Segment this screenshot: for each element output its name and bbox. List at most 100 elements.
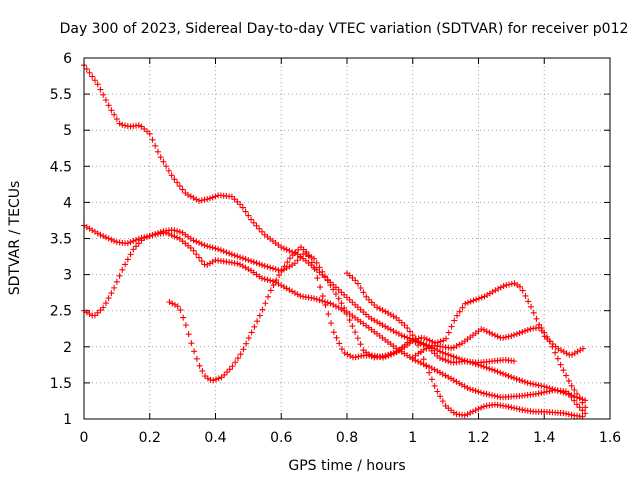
data-point: [577, 347, 584, 354]
data-point: [196, 254, 203, 261]
data-point: [499, 370, 506, 377]
data-point: [426, 363, 433, 370]
data-point: [423, 336, 430, 343]
data-point: [127, 239, 134, 246]
data-point: [398, 332, 405, 339]
data-point: [188, 340, 195, 347]
data-point: [160, 158, 167, 165]
data-point: [475, 388, 482, 395]
data-point: [506, 281, 513, 288]
data-point: [491, 392, 498, 399]
data-point: [417, 340, 424, 347]
data-point: [384, 325, 391, 332]
data-point: [505, 333, 512, 340]
series-sat-d: [166, 244, 586, 384]
data-point: [223, 249, 230, 256]
data-point: [447, 375, 454, 382]
data-point: [437, 354, 444, 361]
data-point: [83, 65, 90, 72]
data-point: [541, 383, 548, 390]
data-point: [478, 389, 485, 396]
data-point: [538, 382, 545, 389]
data-point: [191, 348, 198, 355]
data-point: [349, 323, 356, 330]
data-point: [376, 305, 383, 312]
data-point: [442, 357, 449, 364]
data-point: [579, 345, 586, 352]
data-point: [565, 377, 572, 384]
data-point: [196, 362, 203, 369]
data-point: [242, 264, 249, 271]
data-point: [267, 277, 274, 284]
data-point: [380, 354, 387, 361]
data-point: [317, 284, 324, 291]
data-point: [256, 260, 263, 267]
data-point: [157, 229, 164, 236]
data-point: [264, 263, 271, 270]
data-point: [269, 265, 276, 272]
data-point: [280, 245, 287, 252]
data-point: [294, 257, 301, 264]
data-point: [505, 403, 512, 410]
data-point: [469, 386, 476, 393]
data-point: [311, 295, 318, 302]
data-point: [157, 154, 164, 161]
data-point: [420, 346, 427, 353]
data-point: [176, 228, 183, 235]
data-point: [456, 308, 463, 315]
data-point: [541, 329, 548, 336]
data-point: [417, 359, 424, 366]
data-point: [532, 381, 539, 388]
data-point: [324, 277, 331, 284]
data-point: [508, 280, 515, 287]
data-point: [248, 258, 255, 265]
y-tick-label: 6: [63, 51, 72, 67]
data-point: [166, 299, 173, 306]
data-point: [242, 208, 249, 215]
data-point: [401, 322, 408, 329]
data-point: [510, 358, 517, 365]
data-point: [563, 372, 570, 379]
data-point: [335, 304, 342, 311]
data-point: [221, 371, 228, 378]
data-point: [524, 379, 531, 386]
data-point: [521, 378, 528, 385]
data-point: [445, 351, 452, 358]
data-point: [177, 307, 184, 314]
data-point: [237, 261, 244, 268]
y-tick-label: 2: [63, 340, 72, 356]
data-point: [105, 235, 112, 242]
data-point: [423, 345, 430, 352]
data-point: [245, 212, 252, 219]
data-point: [423, 363, 430, 370]
data-point: [480, 403, 487, 410]
data-point: [505, 372, 512, 379]
y-tick-label: 3.5: [50, 232, 72, 248]
data-point: [546, 388, 553, 395]
data-point: [462, 300, 469, 307]
data-point: [171, 233, 178, 240]
data-point: [341, 305, 348, 312]
data-point: [86, 69, 93, 76]
data-point: [239, 204, 246, 211]
data-point: [149, 136, 156, 143]
data-point: [426, 344, 433, 351]
data-point: [254, 318, 261, 325]
data-point: [97, 86, 104, 93]
data-point: [494, 393, 501, 400]
data-point: [327, 282, 334, 289]
data-point: [253, 260, 260, 267]
data-point: [94, 309, 101, 316]
data-point: [237, 254, 244, 261]
data-point: [461, 412, 468, 419]
data-point: [513, 375, 520, 382]
data-point: [245, 266, 252, 273]
series-sat-e: [344, 270, 586, 420]
data-point: [333, 334, 340, 341]
data-point: [193, 196, 200, 203]
data-point: [328, 320, 335, 327]
data-point: [213, 376, 220, 383]
x-tick-label: 1.6: [599, 430, 621, 446]
data-point: [330, 286, 337, 293]
data-point: [130, 238, 137, 245]
